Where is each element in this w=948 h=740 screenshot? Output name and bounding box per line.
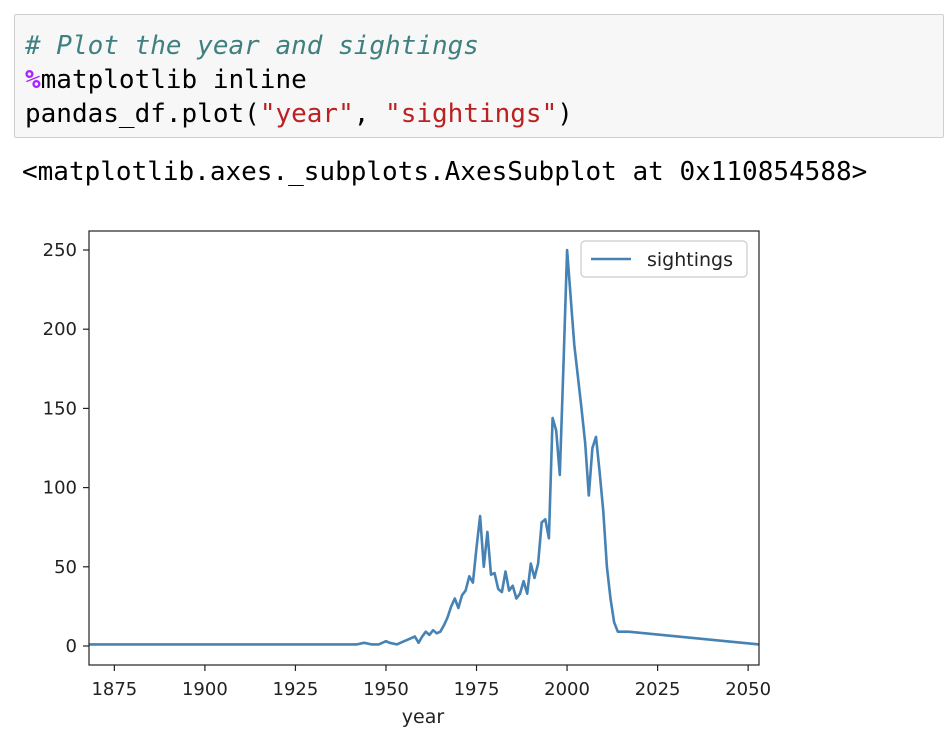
series-line-sightings [89,248,760,646]
call-sep: , [353,99,386,129]
x-tick-label-2025: 2025 [635,679,681,700]
y-tick-label-100: 100 [43,478,77,499]
legend-box [580,240,748,278]
call-arg-year: "year" [259,99,354,129]
code-line-comment: # Plot the year and sightings [25,29,943,63]
y-tick-label-250: 250 [43,240,77,261]
magic-symbol: % [25,65,41,95]
call-arg-sightings: "sightings" [385,99,558,129]
code-line-call: pandas_df.plot("year", "sightings") [25,97,943,131]
y-tick-label-200: 200 [43,319,77,340]
magic-command: matplotlib inline [40,65,307,95]
cell-output-text: <matplotlib.axes._subplots.AxesSubplot a… [22,157,868,187]
y-tick-label-50: 50 [54,557,77,578]
x-tick-label-2000: 2000 [544,679,590,700]
x-tick-label-1950: 1950 [363,679,409,700]
y-tick-label-150: 150 [43,398,77,419]
axes-frame [88,230,760,666]
code-comment: # Plot the year and sightings [25,31,479,61]
legend-label-sightings: sightings [647,249,733,271]
code-cell[interactable]: # Plot the year and sightings %matplotli… [14,14,944,138]
code-line-magic: %matplotlib inline [25,63,943,97]
call-prefix: pandas_df.plot( [25,99,260,129]
y-tick-label-0: 0 [66,636,77,657]
x-tick-label-1875: 1875 [91,679,137,700]
x-tick-label-1975: 1975 [454,679,500,700]
x-tick-label-2050: 2050 [725,679,771,700]
x-axis-label: year [402,706,445,728]
x-tick-label-1925: 1925 [273,679,319,700]
x-tick-label-1900: 1900 [182,679,228,700]
call-suffix: ) [557,99,573,129]
